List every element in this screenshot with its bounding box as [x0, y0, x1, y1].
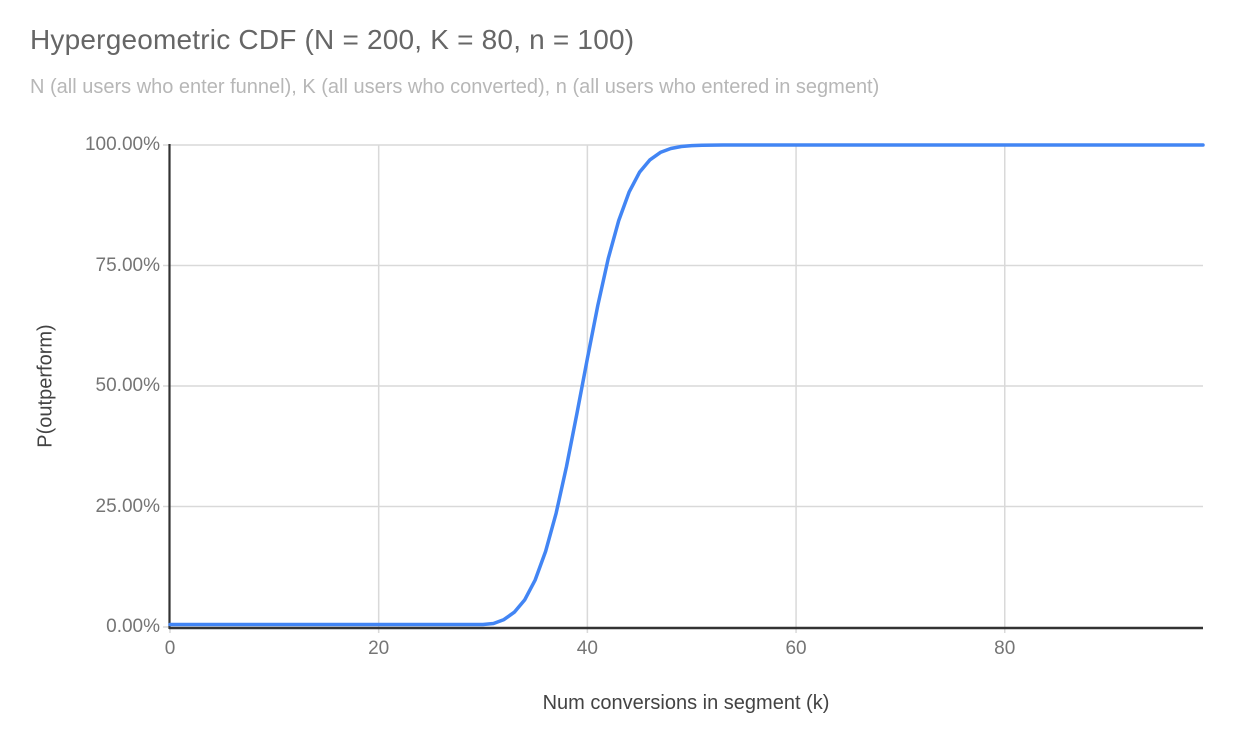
y-tick-label: 25.00% — [95, 495, 160, 517]
y-tick-label: 75.00% — [95, 254, 160, 276]
x-tick-label: 60 — [785, 638, 807, 659]
x-tick-label: 20 — [368, 638, 390, 659]
y-tick-label: 100.00% — [84, 134, 160, 155]
cdf-curve-line — [168, 143, 1205, 627]
x-tick-label: 80 — [994, 638, 1016, 659]
chart-title: Hypergeometric CDF (N = 200, K = 80, n =… — [30, 24, 635, 55]
x-tick-label: 0 — [164, 638, 176, 659]
chart-subtitle: N (all users who enter funnel), K (all u… — [30, 76, 880, 98]
x-axis-title: Num conversions in segment (k) — [542, 692, 830, 714]
y-tick-label: 50.00% — [95, 375, 160, 396]
x-tick-label: 40 — [576, 638, 598, 659]
y-tick-label: 0.00% — [106, 616, 160, 637]
